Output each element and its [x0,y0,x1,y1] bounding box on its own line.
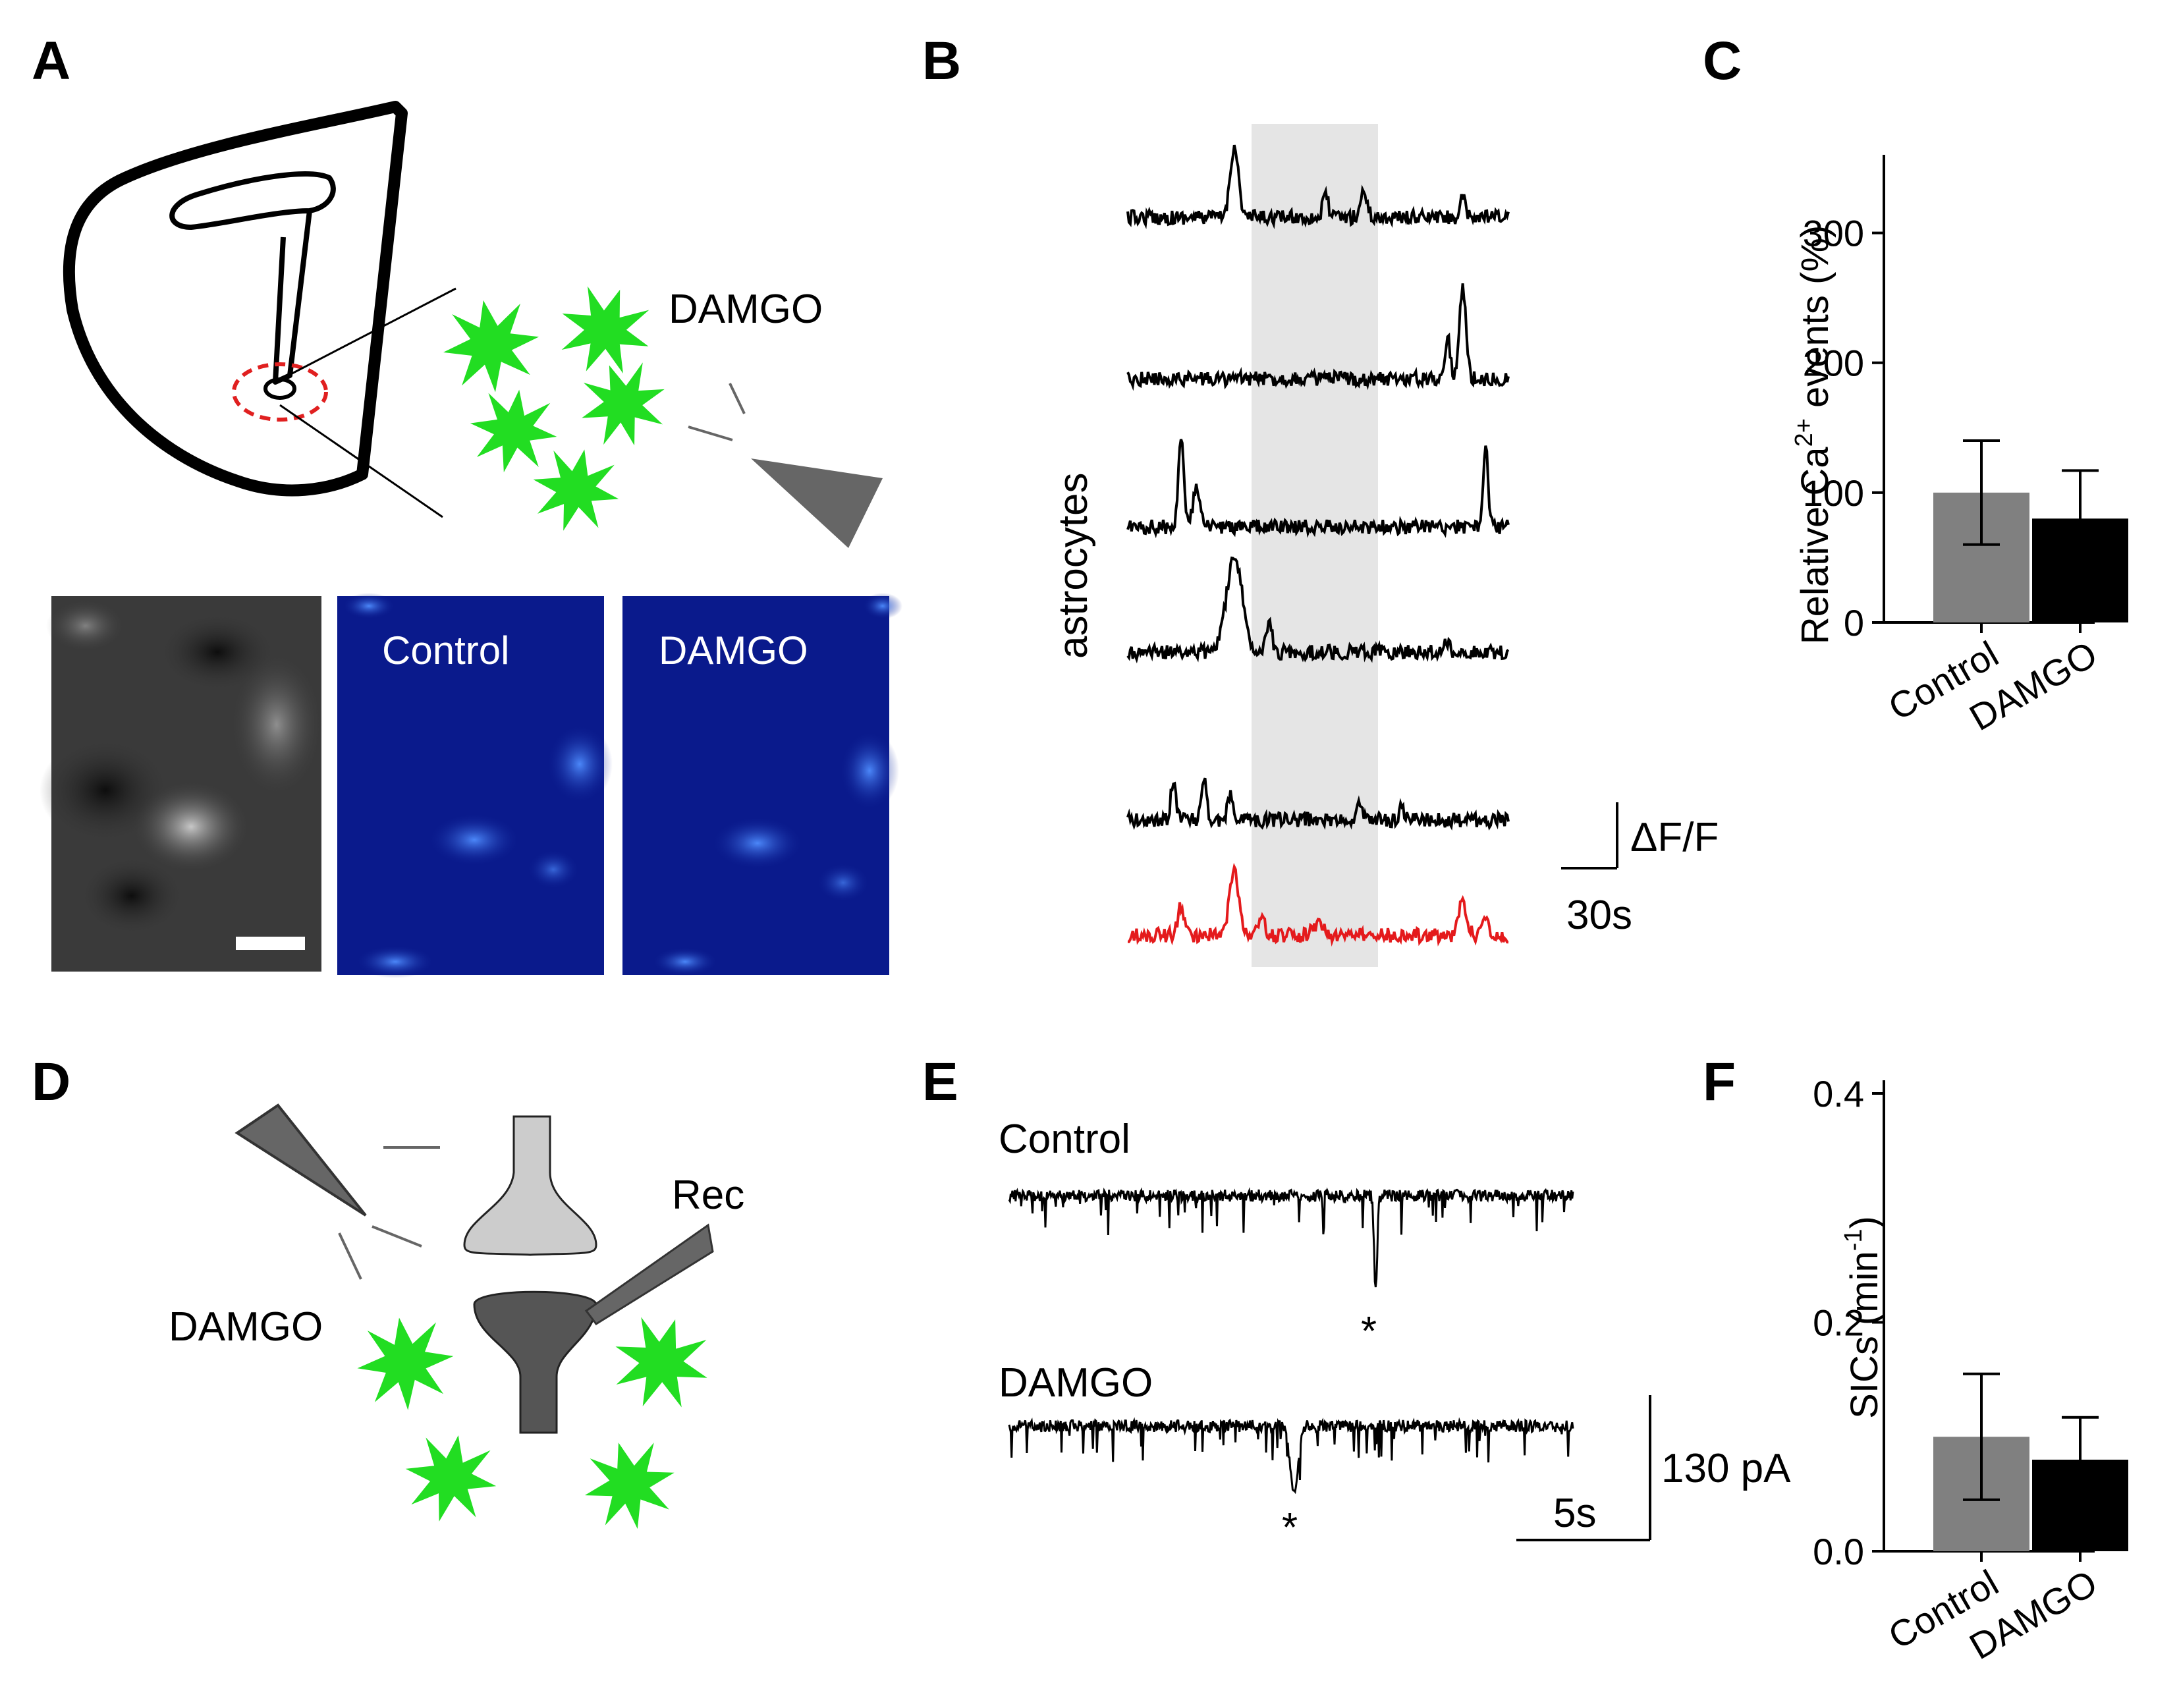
roi-dashed-circle [232,362,328,422]
current-trace-control [1008,1187,1574,1288]
panel-letter-c: C [1703,31,1742,91]
calcium-trace-3 [1126,439,1510,539]
scale-label-5s: 5s [1553,1491,1596,1536]
panel-letter-d: D [32,1052,70,1112]
astrocyte-icon [435,292,547,400]
calcium-trace-4 [1126,556,1510,664]
calcium-trace-5 [1126,777,1510,831]
presynaptic-terminal [463,1115,597,1256]
image-label-damgo: DAMGO [659,628,808,673]
panel-letter-b: B [922,31,961,91]
rec-label: Rec [672,1172,744,1218]
control-label-e: Control [999,1116,1130,1162]
sic-marker-control: * [1361,1309,1377,1354]
astrocyte-icon [351,1311,460,1417]
calcium-trace-1 [1126,144,1510,229]
zoom-line-upper [281,287,456,380]
y-tick-label: 0 [1844,602,1864,644]
panel-letter-f: F [1703,1052,1736,1112]
damgo-label-d: DAMGO [169,1304,323,1350]
zoom-line-lower [279,404,443,518]
y-axis-label: Relative Ca2+ events (%) [1790,225,1836,644]
calcium-trace-6 [1128,862,1509,947]
brain-slice-outline [63,101,408,497]
panel-b: B astrocytes ΔF/F 30s [922,31,1719,967]
y-label-astrocytes: astrocytes [1051,472,1096,659]
y-tick-label: 200 [1803,343,1864,384]
y-tick-label: 100 [1803,472,1864,514]
astrocyte-icon [568,350,679,460]
damgo-label-a: DAMGO [669,287,823,332]
y-tick-label: 0.0 [1813,1531,1864,1572]
pipette-icon [234,1103,367,1217]
image-damgo: DAMGO [622,593,902,976]
astrocyte-icon [546,273,663,389]
scale-label-dff: ΔF/F [1630,815,1719,860]
panel-letter-e: E [922,1052,958,1112]
hippocampus-outline [169,171,336,385]
calcium-traces [1126,144,1510,947]
scale-bar [236,937,305,950]
astrocyte-icon [464,383,563,479]
image-control: Control [337,593,613,978]
scale-label-30s: 30s [1566,893,1632,938]
image-grayscale [40,596,323,972]
pipette-icon [751,458,883,548]
pipette-tick [338,1232,362,1280]
astrocyte-icon [574,1430,686,1540]
image-label-control: Control [382,628,509,673]
y-axis-label: SICs (min-1) [1840,1216,1886,1419]
calcium-trace-2 [1126,283,1510,391]
astrocyte-icon [524,440,628,541]
application-window [1252,124,1378,967]
postsynaptic-neuron [473,1290,597,1434]
current-trace-damgo [1008,1417,1574,1495]
y-tick-label: 0.2 [1813,1302,1864,1344]
panel-e: E Control DAMGO * * 130 pA 5s [922,1052,1791,1551]
pipette-tick [688,426,733,441]
y-tick-label: 300 [1803,213,1864,254]
astrocyte-icon [397,1427,504,1531]
roi-small-oval [263,377,296,400]
panel-d: D DAMGO Rec [32,1052,744,1540]
astrocyte-icon [600,1304,722,1423]
recording-pipette [584,1223,714,1325]
y-tick-label: 0.4 [1813,1073,1864,1115]
pipette-tick [372,1225,422,1248]
scale-label-130pa: 130 pA [1661,1446,1791,1491]
sic-marker-damgo: * [1282,1505,1298,1551]
panel-letter-a: A [32,31,70,91]
current-traces [1008,1187,1574,1495]
panel-a: A DAMGO [32,31,902,978]
pipette-tick [729,383,746,414]
damgo-label-e: DAMGO [999,1360,1153,1406]
